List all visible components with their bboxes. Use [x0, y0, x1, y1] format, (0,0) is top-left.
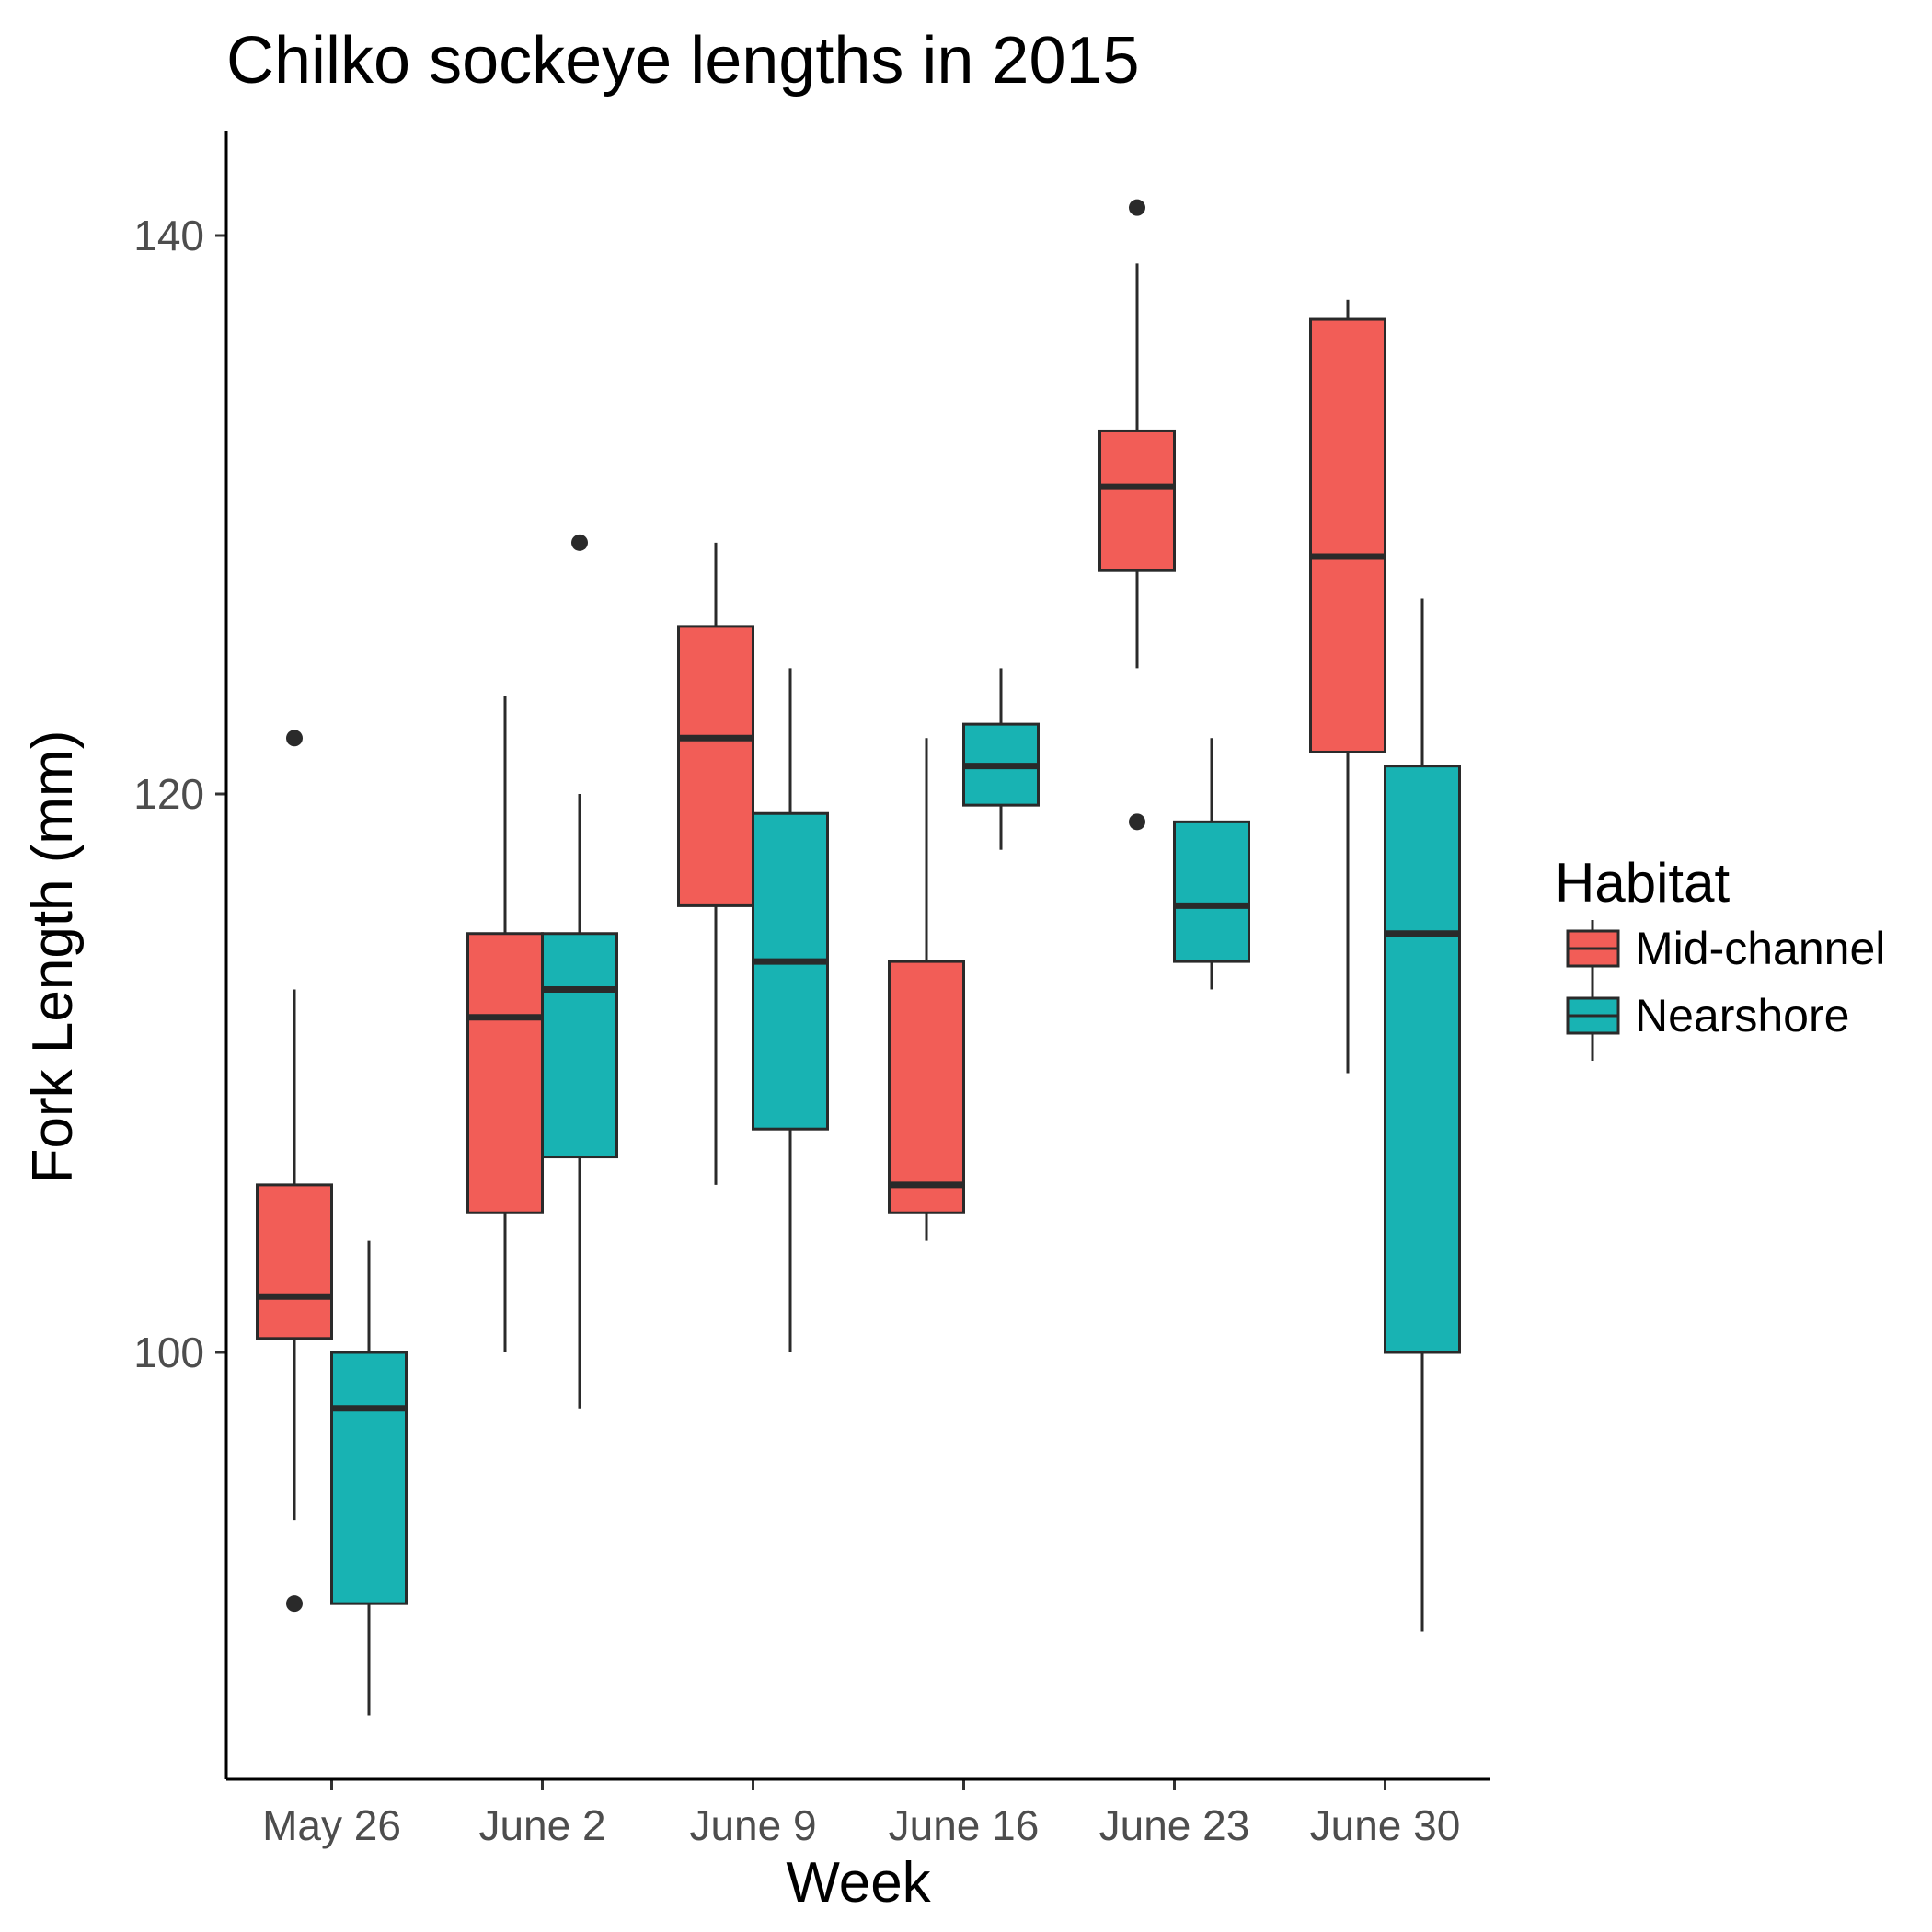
box-group-nearshore	[541, 534, 618, 1409]
y-tick-label: 100	[133, 1328, 204, 1376]
box-iqr	[752, 811, 829, 1131]
box-iqr	[1309, 317, 1386, 753]
box-group-nearshore	[1173, 738, 1250, 990]
box-iqr	[677, 625, 754, 907]
y-axis-ticks: 100 120 140	[133, 212, 226, 1376]
legend-title: Habitat	[1555, 852, 1730, 914]
x-tick-label: June 30	[1310, 1801, 1461, 1849]
box-group-nearshore	[330, 1240, 408, 1716]
x-tick-label: June 2	[478, 1801, 605, 1849]
box-group-mid-channel	[256, 730, 333, 1613]
box-group-mid-channel	[1098, 199, 1176, 831]
y-axis-title: Fork Length (mm)	[21, 730, 85, 1184]
legend: Habitat Mid-channel Nearshore	[1555, 852, 1885, 1061]
boxplot-marks	[256, 199, 1461, 1716]
legend-key	[1566, 987, 1620, 1061]
x-tick-label: May 26	[262, 1801, 401, 1849]
chart-title: Chilko sockeye lengths in 2015	[226, 24, 1140, 98]
box-iqr	[1384, 765, 1461, 1354]
outlier-point	[1129, 813, 1145, 831]
outlier-point	[571, 534, 588, 551]
box-iqr	[1173, 820, 1250, 963]
x-tick-label: June 23	[1099, 1801, 1250, 1849]
legend-label: Mid-channel	[1635, 923, 1885, 974]
x-tick-label: June 9	[689, 1801, 816, 1849]
box-iqr	[888, 960, 965, 1214]
box-group-mid-channel	[1309, 299, 1386, 1074]
y-tick-label: 140	[133, 212, 204, 259]
box-group-nearshore	[1384, 598, 1461, 1632]
legend-key	[1566, 920, 1620, 994]
legend-label: Nearshore	[1635, 990, 1849, 1041]
x-axis-ticks: May 26 June 2 June 9 June 16 June 23 June 30	[262, 1779, 1460, 1849]
outlier-point	[286, 1595, 303, 1613]
box-iqr	[466, 932, 544, 1214]
outlier-point	[286, 730, 303, 747]
box-group-nearshore	[752, 668, 829, 1352]
outlier-point	[1129, 199, 1145, 216]
x-axis-title: Week	[786, 1851, 931, 1915]
box-group-mid-channel	[466, 696, 544, 1352]
box-iqr	[1098, 429, 1176, 572]
box-group-nearshore	[962, 668, 1040, 850]
box-group-mid-channel	[888, 738, 965, 1241]
box-iqr	[256, 1183, 333, 1340]
box-group-mid-channel	[677, 542, 754, 1185]
y-tick-label: 120	[133, 770, 204, 818]
box-iqr	[330, 1351, 408, 1605]
x-tick-label: June 16	[889, 1801, 1040, 1849]
box-iqr	[541, 932, 618, 1159]
